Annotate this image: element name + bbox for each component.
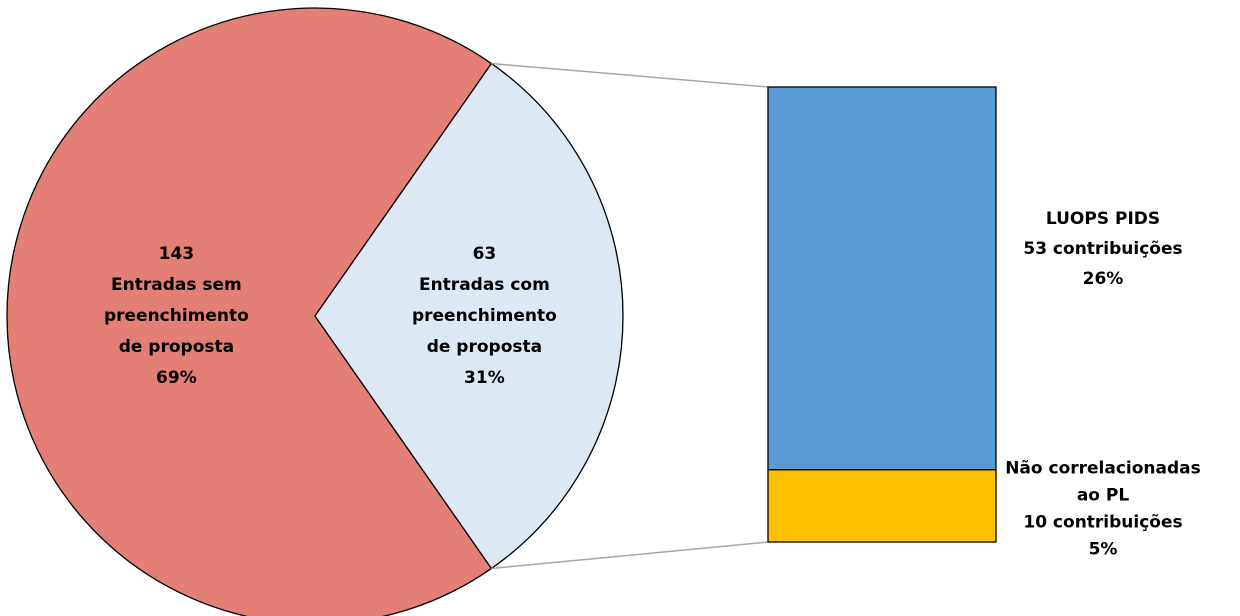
- slice-label: 63: [473, 244, 497, 264]
- slice-label: 69%: [156, 368, 197, 388]
- bar-label: Não correlacionadas: [1005, 459, 1201, 479]
- slice-label: preenchimento: [412, 306, 557, 326]
- bar-label: 53 contribuições: [1023, 239, 1182, 259]
- slice-label: 31%: [464, 368, 505, 388]
- slice-label: Entradas sem: [111, 275, 242, 295]
- bar-segment: [767, 469, 997, 543]
- slice-label: preenchimento: [104, 306, 249, 326]
- connector: [491, 541, 769, 570]
- bar-label: 5%: [1089, 540, 1118, 560]
- bar-label: 26%: [1083, 269, 1124, 289]
- slice-label: de proposta: [119, 337, 234, 357]
- slice-label: Entradas com: [419, 275, 550, 295]
- bar-segment: [767, 86, 997, 471]
- slice-label: 143: [159, 244, 195, 264]
- bar-label: ao PL: [1077, 486, 1130, 506]
- bar-label: 10 contribuições: [1023, 513, 1182, 533]
- connector: [491, 62, 769, 88]
- pie-slice: [6, 7, 493, 616]
- bar-label: LUOPS PIDS: [1046, 209, 1160, 229]
- pie-slice: [314, 62, 624, 570]
- slice-label: de proposta: [427, 337, 542, 357]
